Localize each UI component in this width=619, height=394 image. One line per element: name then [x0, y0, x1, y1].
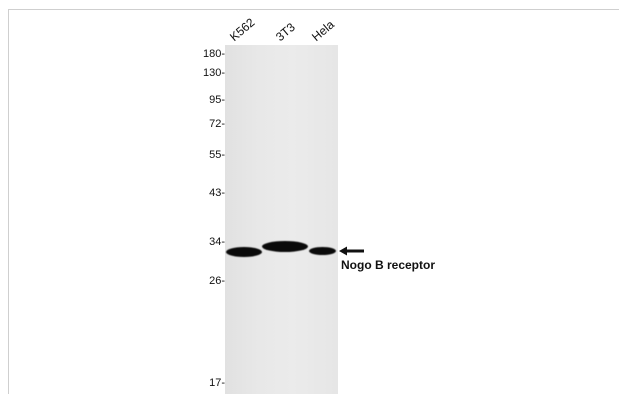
frame-top-border [8, 9, 619, 10]
blot-membrane [225, 45, 338, 394]
marker-95: 95- [209, 94, 225, 106]
band-3t3 [262, 241, 308, 252]
marker-26: 26- [209, 275, 225, 287]
lane-label-hela: Hela [309, 17, 337, 44]
lane-label-k562: K562 [227, 15, 258, 45]
target-protein-label: Nogo B receptor [341, 258, 436, 272]
arrow-left-icon [339, 246, 364, 256]
marker-34: 34- [209, 236, 225, 248]
band-k562 [226, 247, 262, 257]
marker-130: 130- [202, 67, 225, 79]
band-hela [309, 247, 336, 255]
frame-left-border [8, 9, 9, 394]
marker-43: 43- [209, 187, 225, 199]
lane-label-3t3: 3T3 [273, 19, 298, 44]
marker-55: 55- [209, 149, 225, 161]
marker-72: 72- [209, 118, 225, 130]
marker-180: 180- [202, 48, 225, 60]
marker-17: 17- [209, 377, 225, 389]
